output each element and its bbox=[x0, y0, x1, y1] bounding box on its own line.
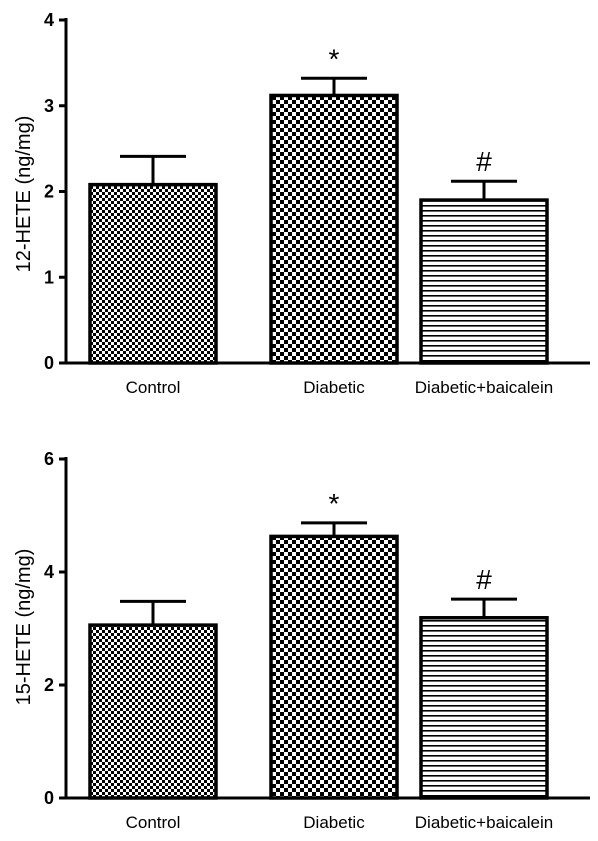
x-tick-label: Diabetic+baicalein bbox=[415, 813, 553, 832]
y-axis-title: 15-HETE (ng/mg) bbox=[13, 549, 35, 706]
y-tick-label: 4 bbox=[44, 10, 54, 30]
bar-diabetic bbox=[269, 93, 399, 365]
y-tick-label: 3 bbox=[44, 96, 54, 116]
bar-diabetic-baicalein bbox=[419, 616, 549, 800]
significance-marker: * bbox=[329, 43, 340, 74]
significance-marker: * bbox=[329, 488, 340, 519]
chart-12-hete: 12-HETE (ng/mg) Control * Diabetic # Diabeti… bbox=[13, 10, 590, 397]
bar-diabetic bbox=[269, 534, 399, 800]
x-tick-label: Control bbox=[126, 378, 181, 397]
y-tick-label: 1 bbox=[44, 267, 54, 287]
x-tick-label: Control bbox=[126, 813, 181, 832]
significance-marker: # bbox=[476, 146, 492, 177]
y-tick-label: 4 bbox=[44, 562, 54, 582]
bar-diabetic-baicalein bbox=[419, 198, 549, 365]
x-tick-label: Diabetic bbox=[303, 813, 365, 832]
bar-control bbox=[88, 182, 218, 365]
y-tick-label: 0 bbox=[44, 788, 54, 808]
y-axis-title: 12-HETE (ng/mg) bbox=[13, 116, 35, 273]
chart-15-hete: 15-HETE (ng/mg) Control * Diabetic # Diabeti… bbox=[13, 449, 590, 832]
bar-control bbox=[88, 623, 218, 800]
x-tick-label: Diabetic+baicalein bbox=[415, 378, 553, 397]
y-tick-label: 2 bbox=[44, 182, 54, 202]
x-tick-label: Diabetic bbox=[303, 378, 365, 397]
y-tick-label: 2 bbox=[44, 675, 54, 695]
significance-marker: # bbox=[476, 564, 492, 595]
y-tick-label: 0 bbox=[44, 353, 54, 373]
y-tick-label: 6 bbox=[44, 449, 54, 469]
